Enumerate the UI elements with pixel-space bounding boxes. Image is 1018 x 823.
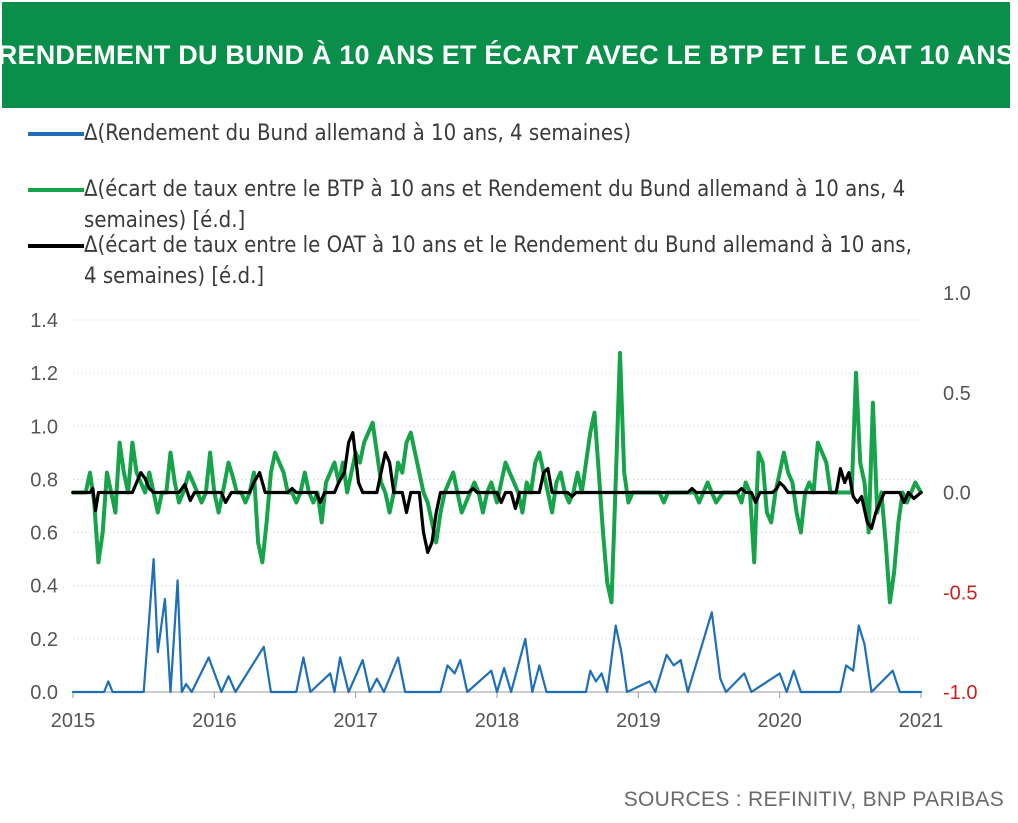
- x-tick-label-2: 2017: [333, 710, 378, 732]
- y-right-tick-label-0: -1.0: [943, 682, 977, 704]
- title-banner: RENDEMENT DU BUND À 10 ANS ET ÉCART AVEC…: [0, 2, 1014, 108]
- series-lines: [71, 350, 923, 694]
- legend-item-btp: Δ(écart de taux entre le BTP à 10 ans et…: [28, 174, 968, 236]
- y-left-tick-label-7: 1.4: [30, 310, 58, 332]
- x-tick-label-3: 2018: [475, 710, 520, 732]
- y-left-tick-label-3: 0.6: [30, 523, 58, 545]
- x-tick-label-0: 2015: [51, 710, 96, 732]
- chart-title: RENDEMENT DU BUND À 10 ANS ET ÉCART AVEC…: [0, 39, 1015, 70]
- legend-item-oat: Δ(écart de taux entre le OAT à 10 ans et…: [28, 230, 928, 292]
- x-tick-label-6: 2021: [899, 710, 944, 732]
- legend-label-oat: Δ(écart de taux entre le OAT à 10 ans et…: [84, 233, 912, 289]
- series-line-0: [71, 558, 923, 694]
- legend-item-bund: Δ(Rendement du Bund allemand à 10 ans, 4…: [28, 118, 631, 149]
- axes: 0.0 0.2 0.4 0.6 0.8 1.0 1.2 1.4 -1.0 -0.5 0.0 0.5 1.…: [30, 283, 977, 732]
- y-left-tick-label-5: 1.0: [30, 416, 58, 438]
- legend-swatch-oat: [28, 244, 84, 248]
- y-right-tick-label-2: 0.0: [943, 483, 971, 505]
- y-right-tick-label-1: -0.5: [943, 582, 977, 604]
- series-line-1: [71, 350, 923, 605]
- y-left-tick-label-1: 0.2: [30, 629, 58, 651]
- legend-swatch-bund: [28, 132, 84, 136]
- y-right-tick-label-3: 0.5: [943, 383, 971, 405]
- series-line-2: [71, 431, 923, 554]
- y-left-tick-label-4: 0.8: [30, 469, 58, 491]
- y-left-tick-label-2: 0.4: [30, 576, 58, 598]
- legend-swatch-btp: [28, 188, 84, 192]
- legend-label-btp: Δ(écart de taux entre le BTP à 10 ans et…: [84, 177, 906, 233]
- x-tick-label-4: 2019: [616, 710, 661, 732]
- x-tick-label-5: 2020: [757, 710, 802, 732]
- sources-note: SOURCES : REFINITIV, BNP PARIBAS: [623, 788, 1004, 811]
- y-right-tick-label-4: 1.0: [943, 283, 971, 305]
- x-tick-label-1: 2016: [192, 710, 237, 732]
- legend-label-bund: Δ(Rendement du Bund allemand à 10 ans, 4…: [84, 121, 632, 146]
- y-left-tick-label-6: 1.2: [30, 363, 58, 385]
- y-left-tick-label-0: 0.0: [30, 682, 58, 704]
